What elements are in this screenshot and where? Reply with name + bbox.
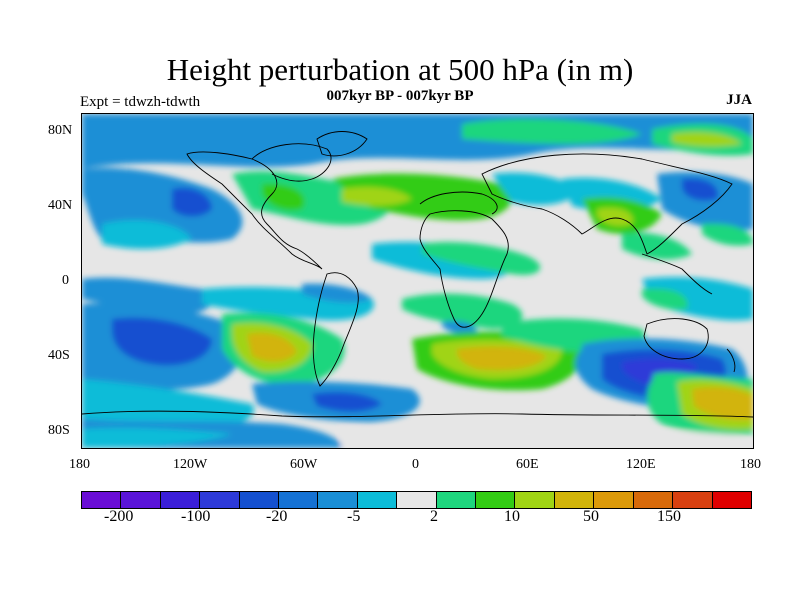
colorbar-label-150: 150 xyxy=(657,508,681,525)
experiment-label: Expt = tdwzh-tdwth xyxy=(80,94,201,110)
colorbar-swatch-12 xyxy=(554,492,595,508)
chart-title: Height perturbation at 500 hPa (in m) xyxy=(166,52,634,87)
lon-tick-60w: 60W xyxy=(290,457,318,472)
colorbar-label-10: 10 xyxy=(504,508,520,525)
colorbar-label--20: -20 xyxy=(266,508,288,525)
colorbar-swatch-16 xyxy=(712,492,751,508)
lat-tick-80n: 80N xyxy=(48,123,73,138)
colorbar-swatch-8 xyxy=(397,492,437,508)
colorbar-label-2: 2 xyxy=(430,508,438,525)
map-panel xyxy=(81,113,754,449)
colorbar-swatch-0 xyxy=(82,492,122,508)
lon-tick-0: 0 xyxy=(412,457,419,472)
lat-tick-40n: 40N xyxy=(48,198,73,213)
colorbar-swatch-13 xyxy=(594,492,634,508)
colorbar-swatch-10 xyxy=(476,492,516,508)
colorbar-label--100: -100 xyxy=(181,508,211,525)
lat-tick-40s: 40S xyxy=(48,348,70,363)
lon-tick-60e: 60E xyxy=(516,457,539,472)
colorbar-swatch-5 xyxy=(279,492,319,508)
season-label: JJA xyxy=(726,92,752,108)
lat-tick-80s: 80S xyxy=(48,423,70,438)
chart-subtitle: 007kyr BP - 007kyr BP xyxy=(326,88,474,104)
colorbar-label--5: -5 xyxy=(347,508,361,525)
lon-tick-120w: 120W xyxy=(173,457,208,472)
lon-tick-180w: 180 xyxy=(69,457,90,472)
colorbar-swatch-6 xyxy=(318,492,358,508)
field-map xyxy=(82,114,753,448)
colorbar-label--200: -200 xyxy=(104,508,134,525)
coastlines xyxy=(82,131,753,418)
colorbar xyxy=(81,491,752,509)
colorbar-label-50: 50 xyxy=(583,508,599,525)
lon-tick-120e: 120E xyxy=(626,457,656,472)
lat-tick-0: 0 xyxy=(62,273,69,288)
colorbar-swatch-11 xyxy=(515,492,555,508)
colorbar-swatch-4 xyxy=(239,492,280,508)
colorbar-swatch-15 xyxy=(673,492,713,508)
colorbar-swatch-1 xyxy=(121,492,161,508)
colorbar-swatch-3 xyxy=(200,492,240,508)
colorbar-swatch-7 xyxy=(357,492,398,508)
colorbar-swatch-14 xyxy=(633,492,674,508)
lon-tick-180e: 180 xyxy=(740,457,761,472)
colorbar-swatch-9 xyxy=(436,492,477,508)
colorbar-swatch-2 xyxy=(160,492,201,508)
